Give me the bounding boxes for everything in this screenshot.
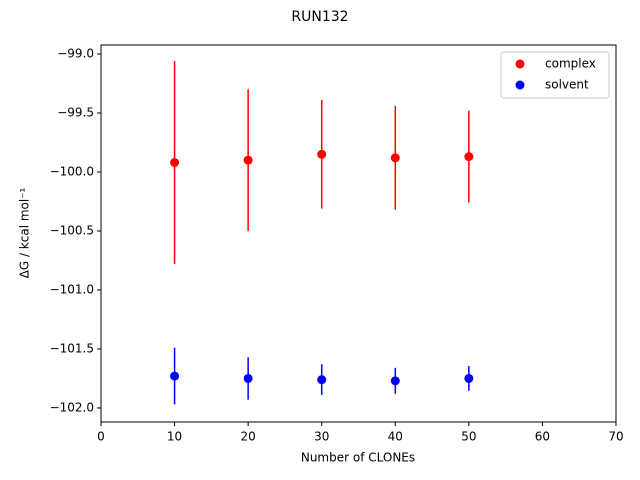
legend-label: complex bbox=[545, 57, 596, 71]
x-tick-label: 40 bbox=[388, 430, 403, 444]
y-tick-label: −102.0 bbox=[50, 400, 94, 414]
data-point bbox=[464, 373, 474, 383]
x-axis-label: Number of CLONEs bbox=[301, 451, 415, 465]
x-tick-label: 70 bbox=[608, 430, 623, 444]
x-tick-label: 20 bbox=[241, 430, 256, 444]
x-tick-label: 0 bbox=[97, 430, 105, 444]
data-point bbox=[170, 371, 180, 381]
y-tick-label: −101.5 bbox=[50, 341, 94, 355]
x-tick-label: 30 bbox=[314, 430, 329, 444]
x-tick-label: 60 bbox=[535, 430, 550, 444]
data-point bbox=[317, 149, 327, 159]
legend-label: solvent bbox=[545, 78, 589, 92]
y-tick-label: −99.5 bbox=[57, 105, 94, 119]
chart-title: RUN132 bbox=[291, 9, 348, 25]
x-tick-label: 10 bbox=[167, 430, 182, 444]
data-point bbox=[390, 153, 400, 163]
y-tick-label: −100.5 bbox=[50, 223, 94, 237]
data-point bbox=[243, 373, 253, 383]
y-tick-label: −101.0 bbox=[50, 282, 94, 296]
data-point bbox=[243, 155, 253, 165]
plot-frame bbox=[100, 44, 617, 423]
legend-box bbox=[500, 51, 610, 99]
legend-marker bbox=[515, 80, 525, 90]
legend-marker bbox=[515, 59, 525, 69]
x-tick-label: 50 bbox=[461, 430, 476, 444]
y-tick-label: −99.0 bbox=[57, 46, 94, 60]
data-point bbox=[464, 152, 474, 162]
data-point bbox=[317, 375, 327, 385]
data-point bbox=[390, 376, 400, 386]
data-point bbox=[170, 158, 180, 168]
y-axis-label: ΔG / kcal mol⁻¹ bbox=[18, 187, 32, 278]
y-tick-label: −100.0 bbox=[50, 164, 94, 178]
